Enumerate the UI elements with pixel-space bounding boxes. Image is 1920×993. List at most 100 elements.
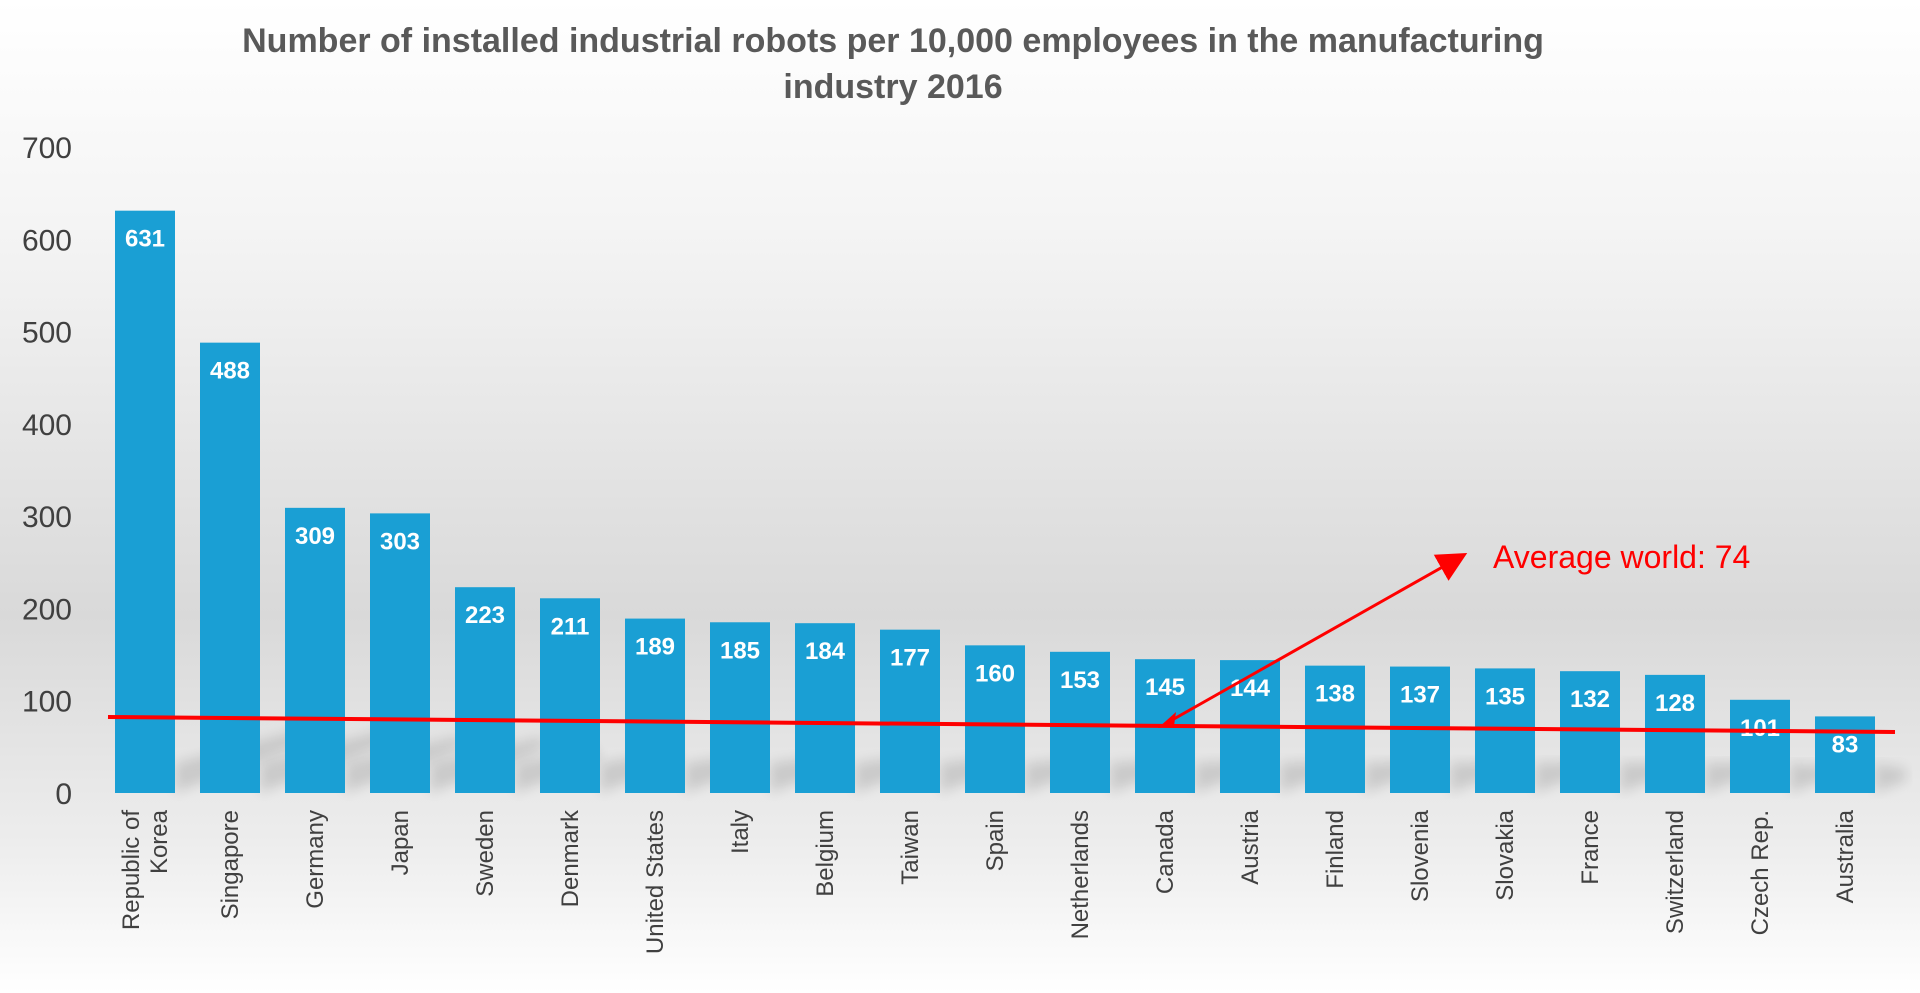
x-tick-label-line: Czech Rep. xyxy=(1747,810,1774,935)
bar-value-label: 189 xyxy=(635,634,675,661)
y-tick-label: 200 xyxy=(22,593,72,626)
x-tick-label-line: Belgium xyxy=(812,810,839,897)
chart-title: Number of installed industrial robots pe… xyxy=(242,22,1544,106)
x-tick-label-line: Italy xyxy=(727,810,754,854)
x-tick-label-line: Canada xyxy=(1152,809,1179,894)
x-tick-label-line: United States xyxy=(642,810,669,954)
x-tick-label: Slovakia xyxy=(1492,809,1519,900)
bar-value-label: 177 xyxy=(890,645,930,672)
x-tick-label: Spain xyxy=(982,810,1009,871)
bar xyxy=(370,513,430,793)
y-tick-label: 300 xyxy=(22,501,72,534)
bar-value-label: 153 xyxy=(1060,667,1100,694)
x-tick-label: Austria xyxy=(1237,809,1264,884)
bar-value-label: 83 xyxy=(1832,731,1859,758)
y-tick-label: 700 xyxy=(22,132,72,165)
bar xyxy=(880,629,940,793)
x-tick-label: Netherlands xyxy=(1067,810,1094,939)
average-line-group: Average world: 74 xyxy=(107,539,1896,734)
bar xyxy=(1050,651,1110,793)
y-tick-label: 100 xyxy=(22,686,72,719)
x-tick-label: Czech Rep. xyxy=(1747,810,1774,935)
bar-value-label: 303 xyxy=(380,528,420,555)
annotation-arrow-tail xyxy=(1158,712,1176,728)
x-tick-label-line: Finland xyxy=(1322,810,1349,889)
x-tick-label: United States xyxy=(642,810,669,954)
x-tick-label: Belgium xyxy=(812,810,839,897)
bar xyxy=(795,623,855,793)
x-tick-label: Australia xyxy=(1832,809,1859,903)
x-tick-label-line: Republic of xyxy=(118,810,145,930)
x-tick-label-line: Slovenia xyxy=(1407,809,1434,902)
x-tick-label-line: Japan xyxy=(387,810,414,875)
y-tick-label: 400 xyxy=(22,409,72,442)
bars xyxy=(115,210,1875,794)
x-tick-label: Canada xyxy=(1152,809,1179,894)
bar-value-label: 145 xyxy=(1145,674,1185,701)
bar-value-label: 309 xyxy=(295,523,335,550)
bar xyxy=(710,622,770,793)
bar xyxy=(285,507,345,793)
x-tick-label: Slovenia xyxy=(1407,809,1434,902)
x-tick-label-line: Denmark xyxy=(557,809,584,907)
x-tick-label: Sweden xyxy=(472,810,499,897)
bar-value-label: 488 xyxy=(210,358,250,385)
bar xyxy=(1560,671,1620,793)
bar xyxy=(1645,674,1705,793)
x-tick-label-line: Sweden xyxy=(472,810,499,897)
bar-value-label: 211 xyxy=(551,613,590,640)
x-tick-label: Japan xyxy=(387,810,414,875)
bar-value-label: 138 xyxy=(1315,681,1355,708)
x-tick-label: Singapore xyxy=(217,810,244,919)
bar-value-label: 144 xyxy=(1230,675,1271,702)
x-tick-label-line: Slovakia xyxy=(1492,809,1519,900)
bar-value-labels: 631 488 309 303 223 211 189 185 184 177 160 153 145 1… xyxy=(125,226,1858,759)
bar-value-label: 137 xyxy=(1400,682,1440,709)
bar xyxy=(965,645,1025,793)
x-tick-label: Switzerland xyxy=(1662,810,1689,934)
bar xyxy=(115,210,175,794)
bar-value-label: 184 xyxy=(805,638,846,665)
bar xyxy=(625,618,685,793)
y-tick-label: 600 xyxy=(22,224,72,257)
x-tick-label: Italy xyxy=(727,810,754,854)
bar xyxy=(455,587,515,793)
x-tick-label-line: Switzerland xyxy=(1662,810,1689,934)
bar-value-label: 101 xyxy=(1740,715,1780,742)
chart-title-line: Number of installed industrial robots pe… xyxy=(242,22,1544,60)
x-tick-label: Finland xyxy=(1322,810,1349,889)
bar-value-label: 132 xyxy=(1570,686,1610,713)
x-tick-label-line: Taiwan xyxy=(897,810,924,885)
x-tick-label-line: Austria xyxy=(1237,809,1264,884)
bar-value-label: 223 xyxy=(465,602,505,629)
x-tick-label-line: Netherlands xyxy=(1067,810,1094,939)
average-line xyxy=(107,715,1896,734)
x-tick-label: Taiwan xyxy=(897,810,924,885)
x-tick-label: Denmark xyxy=(557,809,584,907)
x-tick-label-line: Germany xyxy=(302,810,329,909)
bar-value-label: 135 xyxy=(1485,683,1525,710)
bar xyxy=(200,342,260,793)
y-tick-label: 0 xyxy=(55,778,72,811)
bar xyxy=(540,598,600,793)
x-tick-label: Republic of Korea xyxy=(118,809,173,930)
bar-value-label: 631 xyxy=(125,226,165,253)
x-tick-label-line: Korea xyxy=(146,809,173,874)
y-axis: 0 100 200 300 400 500 600 700 xyxy=(22,132,72,811)
x-tick-label-line: Spain xyxy=(982,810,1009,871)
chart-title-line: industry 2016 xyxy=(783,68,1002,106)
x-tick-label: Germany xyxy=(302,810,329,909)
bar-shadow xyxy=(1875,763,1907,793)
y-tick-label: 500 xyxy=(22,317,72,350)
bar-value-label: 185 xyxy=(720,637,760,664)
bar-value-label: 160 xyxy=(975,660,1015,687)
x-tick-label: France xyxy=(1577,810,1604,885)
bar xyxy=(1730,699,1790,793)
x-tick-label-line: Singapore xyxy=(217,810,244,919)
x-tick-label-line: Australia xyxy=(1832,809,1859,903)
bar xyxy=(1815,716,1875,793)
bar-value-label: 128 xyxy=(1655,690,1695,717)
annotation-arrow xyxy=(1164,553,1468,726)
